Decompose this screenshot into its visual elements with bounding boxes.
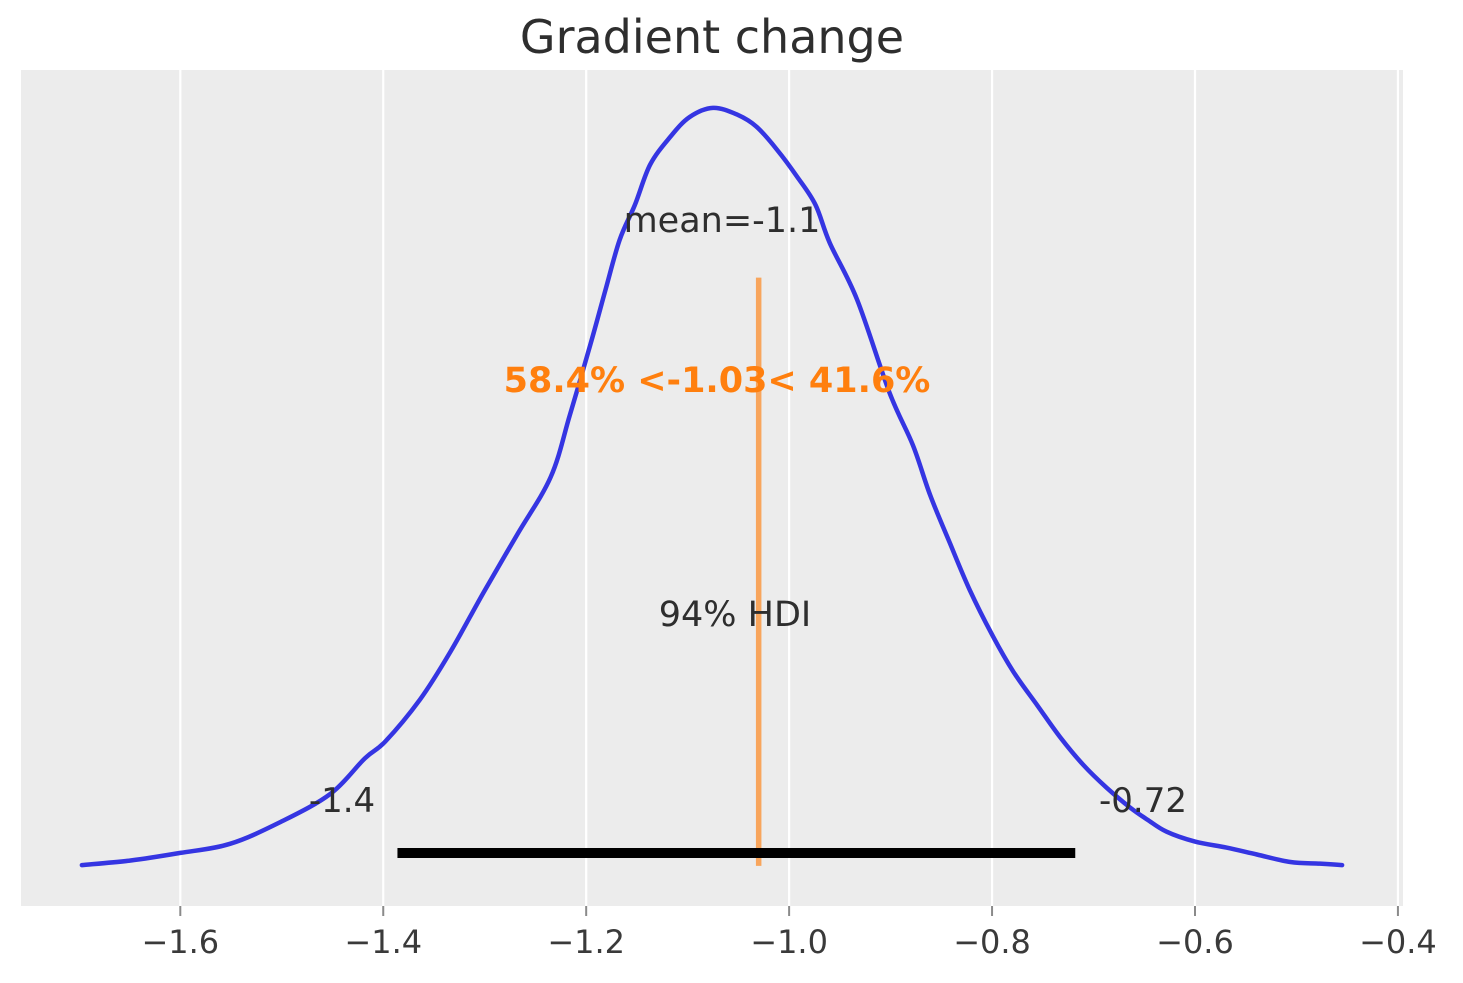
x-axis-tick-marks [179,906,1399,916]
mean-annotation: mean=-1.1 [624,201,821,241]
x-tick-label: −1.0 [750,923,828,961]
x-axis-tick-labels: −1.6 −1.4 −1.2 −1.0 −0.8 −0.6 −0.4 [141,923,1436,961]
hdi-annotation: 94% HDI [659,595,812,635]
gridlines [179,70,1400,906]
hdi-lower-label: -1.4 [309,781,375,821]
plot-area-background [21,70,1403,906]
x-tick-label: −0.8 [953,923,1031,961]
kde-density-curve [79,105,1345,868]
x-tick-label: −1.4 [344,923,422,961]
x-tick-label: −1.6 [141,923,219,961]
x-tick-label: −0.4 [1359,923,1437,961]
reference-value-annotation: 58.4% <-1.03< 41.6% [504,361,931,401]
hdi-upper-label: -0.72 [1099,781,1187,821]
chart-title: Gradient change [520,10,904,64]
x-tick-label: −1.2 [547,923,625,961]
x-tick-label: −0.6 [1156,923,1234,961]
